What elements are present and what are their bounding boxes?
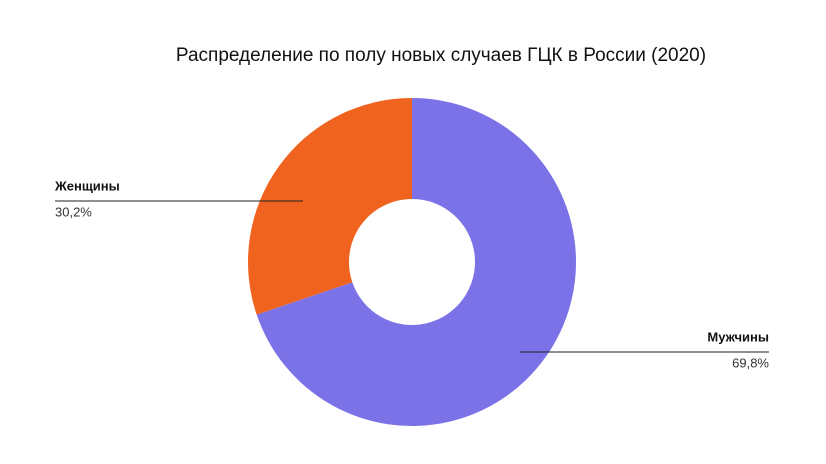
donut-slice (256, 98, 576, 426)
value-label: 30,2% (55, 204, 92, 219)
value-label: 69,8% (732, 355, 769, 370)
category-label: Женщины (54, 178, 120, 193)
chart-title: Распределение по полу новых случаев ГЦК … (176, 45, 706, 66)
donut-slice (248, 98, 412, 315)
category-label: Мужчины (707, 329, 769, 344)
